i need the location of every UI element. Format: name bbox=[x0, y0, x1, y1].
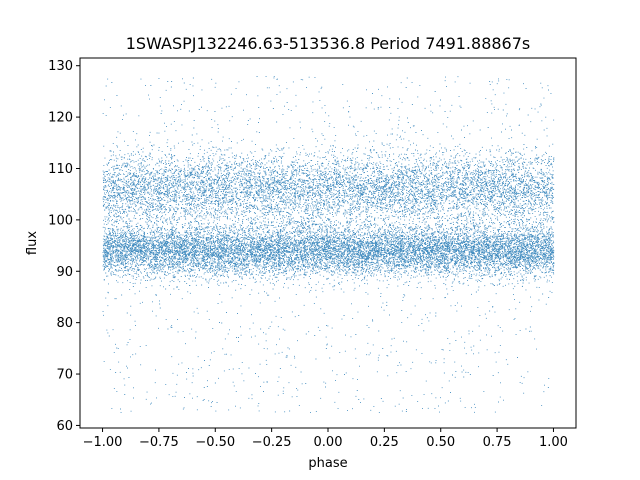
y-tick-label: 110 bbox=[48, 162, 73, 177]
x-axis-label: phase bbox=[308, 456, 347, 471]
y-axis: 60 70 80 90 100 110 120 130 bbox=[48, 59, 80, 434]
x-tick-label: −1.00 bbox=[83, 435, 123, 450]
x-tick-label: 0.00 bbox=[314, 435, 343, 450]
x-tick-label: −0.50 bbox=[195, 435, 235, 450]
y-tick-label: 120 bbox=[48, 111, 73, 126]
scatter-point bbox=[102, 75, 555, 413]
chart-title: 1SWASPJ132246.63-513536.8 Period 7491.88… bbox=[126, 34, 531, 53]
x-tick-label: 0.25 bbox=[370, 435, 399, 450]
y-tick-label: 80 bbox=[56, 316, 73, 331]
y-tick-label: 70 bbox=[56, 368, 73, 383]
x-tick-label: 0.75 bbox=[483, 435, 512, 450]
y-axis-label: flux bbox=[25, 231, 40, 255]
y-tick-label: 130 bbox=[48, 59, 73, 74]
x-axis: −1.00 −0.75 −0.50 −0.25 0.00 0.25 0.50 0.75 1.00 bbox=[83, 428, 568, 450]
y-tick-label: 90 bbox=[56, 265, 73, 280]
x-tick-label: −0.75 bbox=[139, 435, 179, 450]
scatter-points bbox=[102, 75, 555, 413]
y-tick-label: 100 bbox=[48, 213, 73, 228]
x-tick-label: −0.25 bbox=[252, 435, 292, 450]
x-tick-label: 0.50 bbox=[426, 435, 455, 450]
x-tick-label: 1.00 bbox=[539, 435, 568, 450]
y-tick-label: 60 bbox=[56, 419, 73, 434]
